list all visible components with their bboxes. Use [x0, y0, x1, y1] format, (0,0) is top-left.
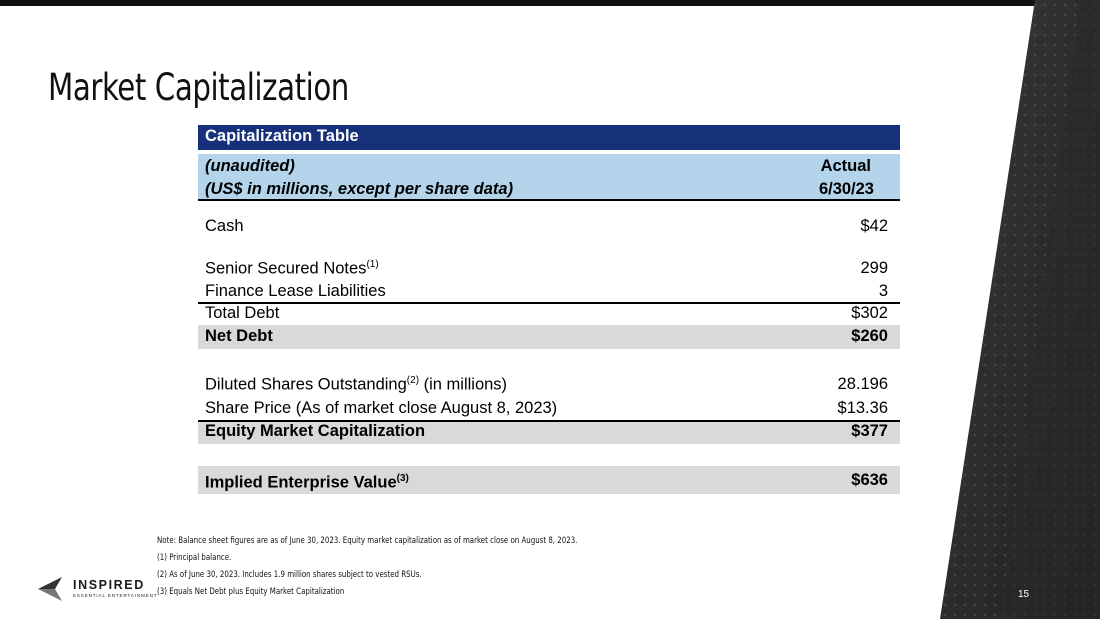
row-label: Total Debt — [205, 304, 280, 322]
row-value: 3 — [878, 282, 888, 300]
logo-name: INSPIRED — [73, 578, 145, 592]
table-row-net-debt: Net Debt $260 — [198, 325, 900, 349]
row-value: $636 — [851, 471, 888, 489]
table-row-share-price: Share Price (As of market close August 8… — [198, 397, 900, 421]
unaudited-label: (unaudited) — [205, 157, 295, 175]
company-logo: INSPIRED ESSENTIAL ENTERTAINMENT — [38, 577, 156, 601]
row-label: Implied Enterprise Value — [205, 473, 397, 491]
row-value: $377 — [851, 422, 888, 440]
logo-tagline: ESSENTIAL ENTERTAINMENT — [73, 593, 158, 598]
row-value: 299 — [860, 259, 888, 277]
footnote-note: Note: Balance sheet figures are as of Ju… — [157, 536, 578, 546]
units-label: (US$ in millions, except per share data) — [205, 180, 514, 198]
row-value: $42 — [860, 217, 888, 235]
row-value: 28.196 — [837, 375, 888, 393]
row-label: Cash — [205, 217, 244, 235]
footnote-ref: (2) — [406, 374, 420, 386]
page-number: 15 — [1018, 589, 1030, 600]
table-title-row: Capitalization Table — [198, 125, 900, 150]
decorative-side-panel — [940, 0, 1100, 619]
row-label-suffix: (in millions) — [419, 375, 508, 393]
logo-mark-icon — [38, 577, 62, 601]
table-row-total-debt: Total Debt $302 — [198, 302, 900, 326]
table-column-header: (unaudited) Actual (US$ in millions, exc… — [198, 152, 900, 201]
actual-label: Actual — [820, 157, 871, 175]
table-row-finance-lease: Finance Lease Liabilities 3 — [198, 280, 900, 304]
table-row-enterprise-value: Implied Enterprise Value(3) $636 — [198, 466, 900, 494]
table-row-senior-notes: Senior Secured Notes(1) 299 — [198, 257, 900, 281]
footnote-3: (3) Equals Net Debt plus Equity Market C… — [157, 587, 345, 597]
row-label: Finance Lease Liabilities — [205, 282, 386, 300]
table-row-equity-market-cap: Equity Market Capitalization $377 — [198, 420, 900, 444]
table-row-diluted-shares: Diluted Shares Outstanding(2) (in millio… — [198, 373, 900, 397]
top-bar — [0, 0, 1100, 6]
page-title: Market Capitalization — [48, 66, 349, 109]
footnotes: Note: Balance sheet figures are as of Ju… — [157, 533, 577, 601]
row-label: Share Price (As of market close August 8… — [205, 399, 558, 417]
row-label: Senior Secured Notes — [205, 259, 367, 277]
date-label: 6/30/23 — [818, 180, 874, 198]
row-value: $13.36 — [837, 399, 888, 417]
row-label: Equity Market Capitalization — [205, 422, 426, 440]
footnote-2: (2) As of June 30, 2023. Includes 1.9 mi… — [157, 570, 422, 580]
footnote-ref: (3) — [396, 472, 409, 484]
footnote-1: (1) Principal balance. — [157, 553, 232, 563]
row-label: Net Debt — [205, 327, 273, 345]
table-title: Capitalization Table — [205, 127, 359, 145]
footnote-ref: (1) — [366, 258, 379, 270]
table-row-cash: Cash $42 — [198, 215, 900, 239]
row-value: $302 — [851, 304, 888, 322]
row-label: Diluted Shares Outstanding — [205, 375, 407, 393]
row-value: $260 — [851, 327, 888, 345]
